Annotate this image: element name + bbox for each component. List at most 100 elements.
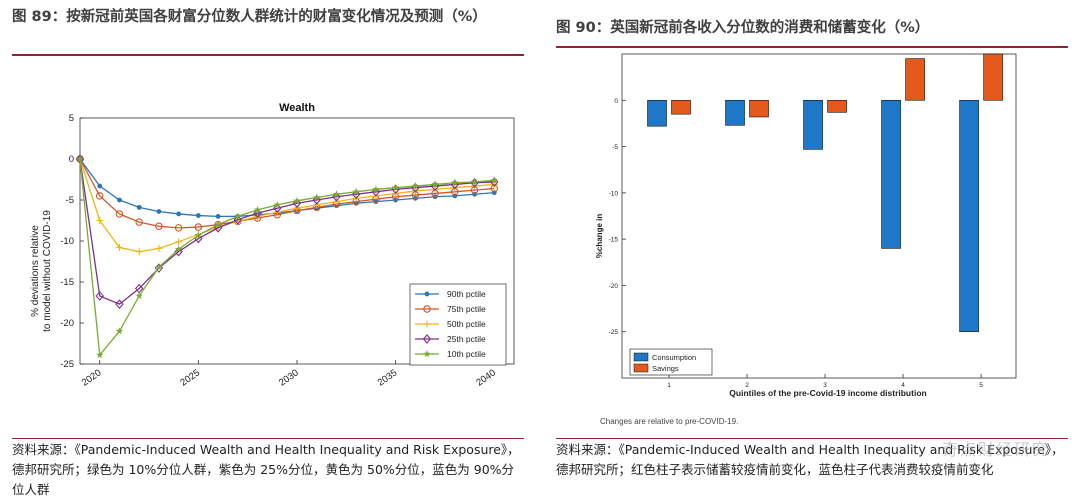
wealth-data-point bbox=[97, 183, 103, 189]
wealth-data-point bbox=[175, 238, 183, 246]
wealth-data-point bbox=[174, 245, 183, 253]
wealth-data-point bbox=[155, 263, 163, 271]
bar-legend-swatch bbox=[633, 352, 649, 362]
wealth-data-point bbox=[411, 182, 420, 190]
wealth-data-point bbox=[95, 192, 104, 200]
wealth-legend-marker bbox=[422, 334, 432, 344]
wealth-series-line bbox=[79, 158, 495, 305]
right-source-rule bbox=[556, 438, 1068, 439]
bar-y-tick-label: -5 bbox=[612, 144, 618, 151]
wealth-data-point bbox=[351, 189, 361, 200]
wealth-legend-marker bbox=[423, 350, 431, 358]
wealth-legend-marker bbox=[423, 320, 431, 328]
wealth-series-line bbox=[79, 158, 495, 253]
wealth-y-tick-label: -15 bbox=[60, 277, 74, 288]
wealth-chart-title: Wealth bbox=[279, 102, 315, 114]
bar-legend-label: Savings bbox=[652, 364, 679, 373]
wealth-x-tick-label: 2035 bbox=[376, 367, 400, 388]
wealth-data-point bbox=[293, 196, 301, 205]
wealth-data-point bbox=[214, 220, 222, 228]
wealth-data-point bbox=[155, 244, 163, 252]
bar-savings-q1 bbox=[671, 99, 691, 115]
bar-x-tick-label: 5 bbox=[979, 382, 983, 389]
bar-x-tick-label: 1 bbox=[667, 382, 671, 389]
wealth-data-point bbox=[312, 193, 321, 201]
consumption-savings-bar-chart: %change in Quintiles of the pre-Covid-19… bbox=[595, 53, 1017, 426]
wealth-data-point bbox=[95, 291, 104, 301]
wealth-x-tick-label: 2030 bbox=[277, 367, 301, 388]
left-source-rule bbox=[12, 438, 524, 439]
bar-legend-swatch bbox=[633, 363, 649, 373]
wealth-data-point bbox=[293, 204, 301, 212]
wealth-series-line bbox=[79, 158, 495, 229]
wealth-data-point bbox=[156, 209, 162, 214]
left-source-note: 资料来源：《Pandemic-Induced Wealth and Health… bbox=[12, 442, 520, 497]
wealth-data-point bbox=[95, 350, 104, 359]
wealth-data-point bbox=[373, 199, 379, 205]
wealth-data-point bbox=[215, 214, 221, 219]
wealth-data-point bbox=[234, 212, 242, 220]
bar-savings-q3 bbox=[827, 99, 847, 113]
wealth-data-point bbox=[117, 197, 122, 203]
bar-x-tick-label: 3 bbox=[823, 382, 827, 389]
wealth-y-tick-label: -25 bbox=[60, 359, 74, 370]
wealth-data-point bbox=[391, 183, 400, 191]
bar-y-label: %change in bbox=[595, 214, 604, 259]
wealth-data-point bbox=[76, 155, 84, 163]
wealth-legend-label: 25th pctile bbox=[447, 334, 486, 344]
wealth-series-line bbox=[79, 158, 495, 218]
wealth-data-point bbox=[155, 222, 163, 230]
wealth-y-tick-label: 5 bbox=[69, 113, 74, 124]
wealth-data-point bbox=[332, 191, 341, 202]
wealth-data-point bbox=[431, 180, 439, 188]
wealth-y-tick-label: 0 bbox=[69, 154, 74, 165]
wealth-data-point bbox=[115, 210, 124, 218]
bar-y-tick-label: -10 bbox=[609, 190, 619, 197]
right-source-note: 资料来源：《Pandemic-Induced Wealth and Health… bbox=[556, 442, 1064, 477]
bar-savings-q4 bbox=[905, 58, 925, 101]
right-title-rule bbox=[556, 46, 1068, 48]
wealth-data-point bbox=[332, 198, 340, 206]
bar-consumption-q5 bbox=[959, 99, 979, 333]
wealth-legend-label: 90th pctile bbox=[447, 289, 486, 299]
wealth-data-point bbox=[135, 218, 143, 226]
bar-consumption-q4 bbox=[881, 99, 901, 249]
wealth-data-point bbox=[470, 177, 479, 186]
wealth-data-point bbox=[135, 291, 143, 300]
left-figure-title: 图 89：按新冠前英国各财富分位数人群统计的财富变化情况及预测（%） bbox=[12, 9, 487, 25]
bar-y-tick-label: -20 bbox=[609, 283, 619, 290]
wealth-data-point bbox=[313, 201, 321, 209]
wealth-legend-label: 50th pctile bbox=[447, 319, 486, 329]
wealth-legend-label: 75th pctile bbox=[447, 304, 486, 314]
wealth-series-10th bbox=[76, 155, 499, 359]
wealth-data-point bbox=[96, 217, 104, 224]
bar-legend-label: Consumption bbox=[652, 353, 696, 362]
wealth-y-tick-label: -5 bbox=[66, 195, 74, 206]
wealth-data-point bbox=[115, 299, 124, 309]
wealth-data-point bbox=[253, 208, 262, 218]
wealth-data-point bbox=[312, 195, 321, 205]
bar-consumption-q2 bbox=[725, 99, 745, 126]
wealth-line-chart: Wealth % deviations relative to model wi… bbox=[30, 102, 515, 389]
wealth-data-point bbox=[332, 190, 341, 198]
wealth-data-point bbox=[136, 204, 142, 210]
wealth-data-point bbox=[451, 178, 459, 187]
wealth-y-tick-label: -20 bbox=[60, 318, 74, 329]
bar-y-tick-label: -15 bbox=[609, 237, 619, 244]
wealth-data-point bbox=[135, 248, 143, 256]
bar-savings-q5 bbox=[983, 53, 1003, 101]
bar-y-tick-label: -25 bbox=[609, 329, 619, 336]
right-figure-title: 图 90：英国新冠前各收入分位数的消费和储蓄变化（%） bbox=[556, 20, 930, 36]
watermark: 奇点财经研究 bbox=[941, 440, 1050, 459]
wealth-legend-marker bbox=[424, 291, 430, 297]
bar-x-label: Quintiles of the pre-Covid-19 income dis… bbox=[729, 388, 926, 398]
wealth-x-tick-label: 2040 bbox=[474, 367, 498, 388]
wealth-data-point bbox=[273, 203, 282, 214]
wealth-y-label-line1: % deviations relative bbox=[30, 225, 41, 317]
wealth-data-point bbox=[372, 185, 380, 193]
wealth-data-point bbox=[253, 205, 262, 214]
wealth-data-point bbox=[233, 214, 243, 225]
wealth-data-point bbox=[490, 176, 499, 184]
wealth-x-tick-label: 2020 bbox=[80, 367, 104, 388]
wealth-data-point bbox=[174, 246, 183, 257]
